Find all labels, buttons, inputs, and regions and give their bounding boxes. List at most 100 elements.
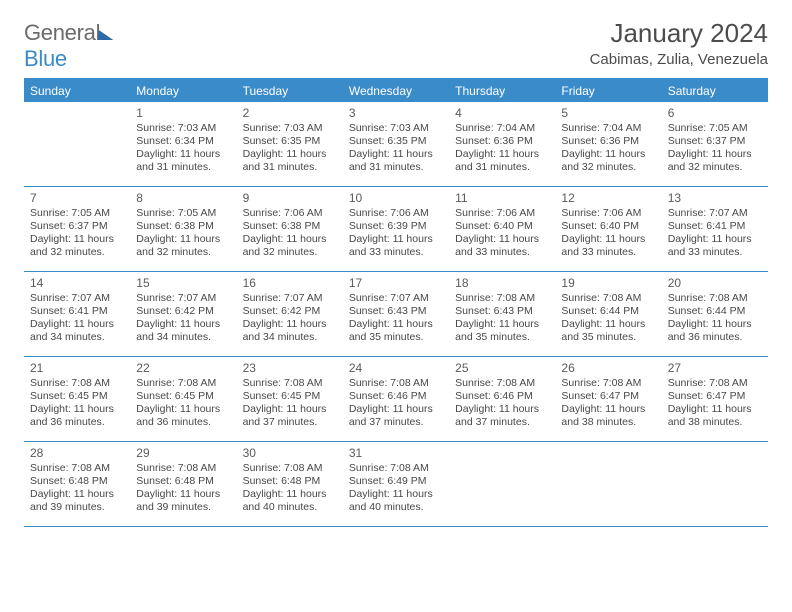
sunset-text: Sunset: 6:42 PM bbox=[243, 305, 337, 318]
day-number: 7 bbox=[30, 191, 124, 205]
sunset-text: Sunset: 6:37 PM bbox=[668, 135, 762, 148]
sunrise-text: Sunrise: 7:08 AM bbox=[349, 377, 443, 390]
day-number: 2 bbox=[243, 106, 337, 120]
calendar-cell: 23 Sunrise: 7:08 AMSunset: 6:45 PMDayligh… bbox=[237, 357, 343, 441]
calendar-cell: 26Sunrise: 7:08 AMSunset: 6:47 PMDayligh… bbox=[555, 357, 661, 441]
brand-general: General bbox=[24, 20, 100, 45]
weekday-sunday: Sunday bbox=[24, 80, 130, 102]
page-title: January 2024 bbox=[590, 18, 768, 49]
sunrise-text: Sunrise: 7:08 AM bbox=[30, 377, 124, 390]
day-number: 12 bbox=[561, 191, 655, 205]
calendar-cell: 27Sunrise: 7:08 AMSunset: 6:47 PMDayligh… bbox=[662, 357, 768, 441]
calendar-cell: 22Sunrise: 7:08 AMSunset: 6:45 PMDayligh… bbox=[130, 357, 236, 441]
calendar-cell bbox=[662, 442, 768, 526]
daylight-text: Daylight: 11 hours and 38 minutes. bbox=[561, 403, 655, 429]
calendar-cell: 17Sunrise: 7:07 AMSunset: 6:43 PMDayligh… bbox=[343, 272, 449, 356]
day-number: 15 bbox=[136, 276, 230, 290]
calendar-cell: 2Sunrise: 7:03 AMSunset: 6:35 PMDaylight… bbox=[237, 102, 343, 186]
day-number: 23 bbox=[243, 361, 337, 375]
calendar-cell: 5Sunrise: 7:04 AMSunset: 6:36 PMDaylight… bbox=[555, 102, 661, 186]
day-number: 6 bbox=[668, 106, 762, 120]
calendar-cell: 12Sunrise: 7:06 AMSunset: 6:40 PMDayligh… bbox=[555, 187, 661, 271]
daylight-text: Daylight: 11 hours and 31 minutes. bbox=[136, 148, 230, 174]
sunset-text: Sunset: 6:38 PM bbox=[243, 220, 337, 233]
daylight-text: Daylight: 11 hours and 32 minutes. bbox=[136, 233, 230, 259]
daylight-text: Daylight: 11 hours and 32 minutes. bbox=[561, 148, 655, 174]
daylight-text: Daylight: 11 hours and 33 minutes. bbox=[668, 233, 762, 259]
calendar-cell: 4Sunrise: 7:04 AMSunset: 6:36 PMDaylight… bbox=[449, 102, 555, 186]
sunset-text: Sunset: 6:38 PM bbox=[136, 220, 230, 233]
sunrise-text: Sunrise: 7:07 AM bbox=[668, 207, 762, 220]
weekday-wednesday: Wednesday bbox=[343, 80, 449, 102]
daylight-text: Daylight: 11 hours and 39 minutes. bbox=[30, 488, 124, 514]
sunrise-text: Sunrise: 7:08 AM bbox=[349, 462, 443, 475]
day-number: 4 bbox=[455, 106, 549, 120]
daylight-text: Daylight: 11 hours and 35 minutes. bbox=[455, 318, 549, 344]
daylight-text: Daylight: 11 hours and 32 minutes. bbox=[243, 233, 337, 259]
daylight-text: Daylight: 11 hours and 31 minutes. bbox=[243, 148, 337, 174]
calendar-cell: 31Sunrise: 7:08 AMSunset: 6:49 PMDayligh… bbox=[343, 442, 449, 526]
daylight-text: Daylight: 11 hours and 33 minutes. bbox=[349, 233, 443, 259]
sunrise-text: Sunrise: 7:08 AM bbox=[136, 377, 230, 390]
sunrise-text: Sunrise: 7:05 AM bbox=[30, 207, 124, 220]
sunset-text: Sunset: 6:43 PM bbox=[455, 305, 549, 318]
calendar-cell: 18Sunrise: 7:08 AMSunset: 6:43 PMDayligh… bbox=[449, 272, 555, 356]
daylight-text: Daylight: 11 hours and 36 minutes. bbox=[668, 318, 762, 344]
calendar-page: General Blue January 2024 Cabimas, Zulia… bbox=[0, 0, 792, 527]
sunset-text: Sunset: 6:36 PM bbox=[455, 135, 549, 148]
calendar-cell: 15Sunrise: 7:07 AMSunset: 6:42 PMDayligh… bbox=[130, 272, 236, 356]
calendar-cell: 28Sunrise: 7:08 AMSunset: 6:48 PMDayligh… bbox=[24, 442, 130, 526]
sunrise-text: Sunrise: 7:08 AM bbox=[561, 292, 655, 305]
calendar-week: 7Sunrise: 7:05 AMSunset: 6:37 PMDaylight… bbox=[24, 187, 768, 272]
sunrise-text: Sunrise: 7:06 AM bbox=[561, 207, 655, 220]
sunrise-text: Sunrise: 7:07 AM bbox=[243, 292, 337, 305]
calendar-cell: 8Sunrise: 7:05 AMSunset: 6:38 PMDaylight… bbox=[130, 187, 236, 271]
sunset-text: Sunset: 6:49 PM bbox=[349, 475, 443, 488]
daylight-text: Daylight: 11 hours and 32 minutes. bbox=[668, 148, 762, 174]
daylight-text: Daylight: 11 hours and 33 minutes. bbox=[455, 233, 549, 259]
daylight-text: Daylight: 11 hours and 37 minutes. bbox=[243, 403, 337, 429]
weekday-monday: Monday bbox=[130, 80, 236, 102]
sunset-text: Sunset: 6:46 PM bbox=[455, 390, 549, 403]
sunset-text: Sunset: 6:35 PM bbox=[243, 135, 337, 148]
sunset-text: Sunset: 6:43 PM bbox=[349, 305, 443, 318]
day-number: 1 bbox=[136, 106, 230, 120]
sunset-text: Sunset: 6:44 PM bbox=[561, 305, 655, 318]
day-number: 22 bbox=[136, 361, 230, 375]
day-number: 21 bbox=[30, 361, 124, 375]
calendar-cell: 24Sunrise: 7:08 AMSunset: 6:46 PMDayligh… bbox=[343, 357, 449, 441]
sunset-text: Sunset: 6:42 PM bbox=[136, 305, 230, 318]
daylight-text: Daylight: 11 hours and 34 minutes. bbox=[243, 318, 337, 344]
daylight-text: Daylight: 11 hours and 34 minutes. bbox=[136, 318, 230, 344]
sunset-text: Sunset: 6:47 PM bbox=[561, 390, 655, 403]
day-number: 31 bbox=[349, 446, 443, 460]
day-number: 26 bbox=[561, 361, 655, 375]
brand-logo: General Blue bbox=[24, 20, 114, 72]
day-number: 19 bbox=[561, 276, 655, 290]
day-number: 13 bbox=[668, 191, 762, 205]
sunset-text: Sunset: 6:44 PM bbox=[668, 305, 762, 318]
sunrise-text: Sunrise: 7:06 AM bbox=[243, 207, 337, 220]
sunset-text: Sunset: 6:45 PM bbox=[243, 390, 337, 403]
sunrise-text: Sunrise: 7:08 AM bbox=[668, 292, 762, 305]
sunrise-text: Sunrise: 7:04 AM bbox=[561, 122, 655, 135]
day-number: 16 bbox=[243, 276, 337, 290]
sunrise-text: Sunrise: 7:08 AM bbox=[30, 462, 124, 475]
sunset-text: Sunset: 6:48 PM bbox=[30, 475, 124, 488]
calendar-cell: 10Sunrise: 7:06 AMSunset: 6:39 PMDayligh… bbox=[343, 187, 449, 271]
brand-text: General Blue bbox=[24, 20, 114, 72]
calendar-cell: 11Sunrise: 7:06 AMSunset: 6:40 PMDayligh… bbox=[449, 187, 555, 271]
day-number: 27 bbox=[668, 361, 762, 375]
sunrise-text: Sunrise: 7:08 AM bbox=[455, 292, 549, 305]
sunset-text: Sunset: 6:34 PM bbox=[136, 135, 230, 148]
daylight-text: Daylight: 11 hours and 38 minutes. bbox=[668, 403, 762, 429]
daylight-text: Daylight: 11 hours and 34 minutes. bbox=[30, 318, 124, 344]
calendar-cell bbox=[449, 442, 555, 526]
day-number: 17 bbox=[349, 276, 443, 290]
sunrise-text: Sunrise: 7:08 AM bbox=[243, 462, 337, 475]
sunset-text: Sunset: 6:36 PM bbox=[561, 135, 655, 148]
calendar-cell: 13Sunrise: 7:07 AMSunset: 6:41 PMDayligh… bbox=[662, 187, 768, 271]
sunrise-text: Sunrise: 7:08 AM bbox=[243, 377, 337, 390]
daylight-text: Daylight: 11 hours and 35 minutes. bbox=[561, 318, 655, 344]
sunset-text: Sunset: 6:39 PM bbox=[349, 220, 443, 233]
